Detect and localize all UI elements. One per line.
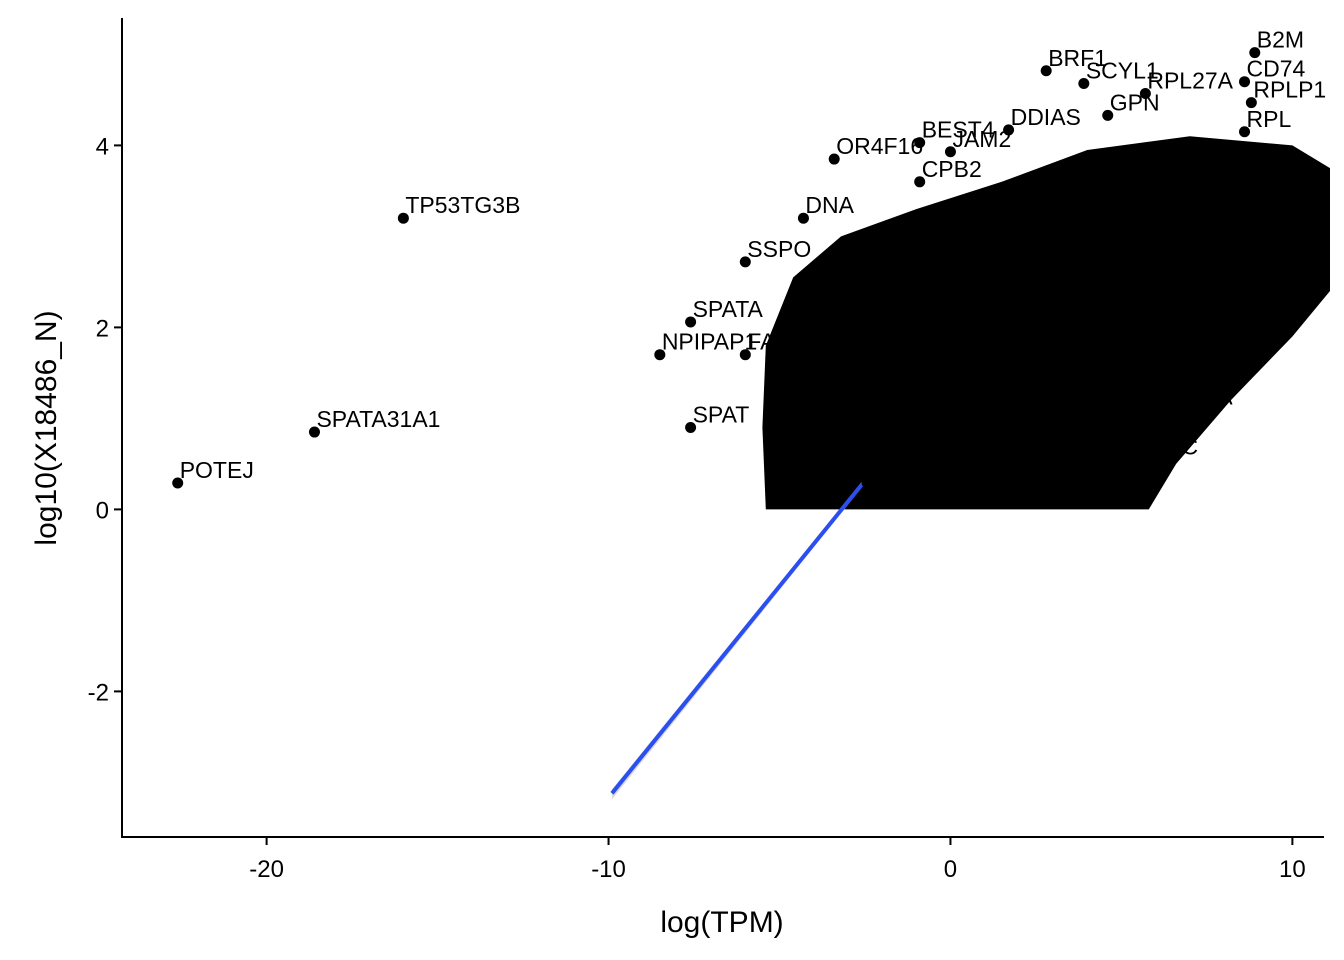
point-label: SBC	[1151, 433, 1198, 459]
point-cloud	[762, 136, 1330, 510]
data-point	[1078, 78, 1090, 90]
point-label: SCYL1	[1086, 58, 1159, 84]
data-point	[914, 176, 926, 188]
point-label: SPATA31A1	[316, 406, 440, 432]
data-point	[828, 153, 840, 165]
point-label: BEST4	[922, 117, 995, 143]
data-point	[308, 426, 320, 438]
y-tick-label: 2	[96, 315, 109, 342]
point-label: NPIPAP1	[662, 329, 757, 355]
y-ticks: -2 0 2 4	[88, 133, 122, 706]
point-label: SPAT	[693, 402, 750, 428]
data-point	[1245, 97, 1257, 109]
point-label: OR4F16	[836, 133, 923, 159]
y-axis-title: log10(X18486_N)	[30, 310, 63, 545]
data-point	[1040, 65, 1052, 77]
x-tick-label: -20	[249, 856, 284, 883]
data-point	[1102, 109, 1114, 121]
data-point	[1003, 124, 1015, 136]
point-label: RPLP1	[1253, 77, 1326, 103]
data-point	[685, 316, 697, 328]
data-point	[1239, 76, 1251, 88]
data-point	[172, 477, 184, 489]
point-label: RPL27A	[1147, 68, 1233, 94]
point-label: CD74	[1247, 56, 1306, 82]
x-ticks: -20 -10 0 10	[249, 837, 1306, 883]
point-label: GPN	[1110, 89, 1160, 115]
data-point	[944, 146, 956, 158]
point-label: CPB2	[922, 156, 982, 182]
data-point	[914, 137, 926, 149]
point-label: POTEJ	[180, 457, 254, 483]
data-point	[1239, 126, 1251, 138]
point-label: DDIAS	[1011, 104, 1081, 130]
x-tick-label: 10	[1279, 856, 1306, 883]
point-label: FA	[747, 329, 776, 355]
point-label: BRF1	[1048, 45, 1107, 71]
dense-point-mass	[762, 136, 1330, 510]
point-label: SPATA	[693, 296, 764, 322]
data-point	[739, 256, 751, 268]
point-label: JAM2	[952, 126, 1011, 152]
data-point	[397, 212, 409, 224]
data-point	[685, 422, 697, 433]
data-point	[797, 212, 809, 224]
data-point	[1139, 88, 1151, 100]
point-label: RPL	[1247, 106, 1292, 132]
y-tick-label: -2	[88, 679, 109, 706]
data-point	[654, 349, 666, 361]
point-label: SSPO	[747, 236, 811, 262]
data-point	[1143, 453, 1155, 465]
data-point	[1249, 47, 1261, 59]
x-axis-title: log(TPM)	[660, 906, 783, 939]
point-label: EO1A	[1171, 383, 1233, 409]
x-tick-label: 0	[944, 856, 957, 883]
axes	[121, 18, 1324, 838]
data-point	[739, 349, 751, 361]
point-label: DNA	[805, 192, 854, 218]
y-tick-label: 0	[96, 497, 109, 524]
fit-line-group	[610, 481, 864, 800]
point-label: TP53TG3B	[405, 192, 520, 218]
y-tick-label: 4	[96, 133, 109, 160]
x-tick-label: -10	[591, 856, 626, 883]
fit-line	[610, 483, 864, 795]
labeled-points: POTEJ SPATA31A1 TP53TG3B NPIPAP1 SPATA SPAT SS…	[172, 27, 1326, 489]
data-point	[1163, 403, 1175, 415]
point-label: B2M	[1257, 27, 1304, 53]
